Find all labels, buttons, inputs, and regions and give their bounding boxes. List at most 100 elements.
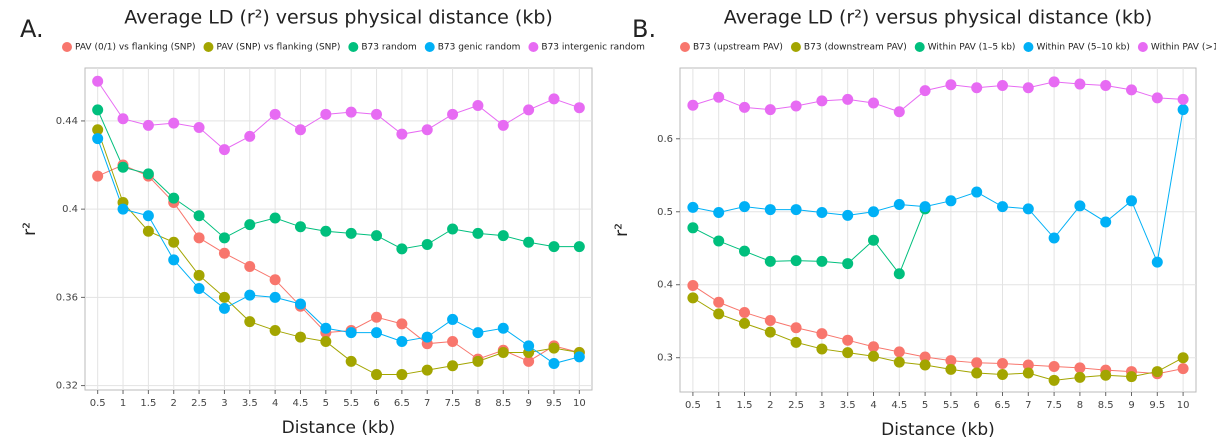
data-point	[842, 258, 854, 270]
data-point	[117, 113, 129, 125]
data-point	[447, 313, 459, 325]
data-point	[919, 351, 931, 363]
data-point	[472, 355, 484, 367]
data-point	[218, 144, 230, 156]
data-point	[1022, 367, 1034, 379]
data-point	[816, 328, 828, 340]
data-point	[868, 341, 879, 353]
data-point	[816, 95, 828, 107]
data-point	[92, 133, 104, 145]
legend-swatch	[62, 42, 72, 52]
legend-label: B73 genic random	[438, 43, 521, 53]
data-point	[142, 119, 154, 131]
data-point	[421, 331, 433, 343]
data-point	[320, 225, 332, 237]
x-tick-label: 7	[1025, 400, 1031, 411]
data-point	[868, 350, 879, 362]
y-tick-label: 0.44	[56, 116, 78, 127]
data-point	[945, 195, 957, 207]
data-point	[244, 260, 256, 272]
legend-swatch	[528, 42, 539, 52]
data-point	[1074, 78, 1086, 90]
y-tick-label: 0.4	[62, 204, 78, 215]
data-point	[713, 296, 725, 308]
y-axis-label: r²	[612, 223, 632, 237]
data-point	[447, 360, 459, 372]
data-point	[997, 358, 1008, 370]
data-point	[497, 322, 509, 334]
data-point	[142, 225, 154, 237]
data-point	[168, 236, 180, 248]
data-point	[1048, 360, 1060, 372]
data-point	[919, 359, 931, 371]
x-tick-label: 9	[1128, 400, 1134, 411]
x-tick-label: 4	[272, 398, 278, 409]
data-point	[764, 255, 776, 267]
data-point	[421, 124, 433, 136]
x-tick-label: 2	[171, 398, 177, 409]
data-point	[790, 204, 802, 216]
data-point	[1177, 104, 1189, 116]
data-point	[573, 102, 585, 114]
data-point	[142, 168, 154, 180]
legend-label: B73 (upstream PAV)	[693, 43, 783, 53]
data-point	[971, 186, 983, 198]
series-line	[692, 208, 926, 275]
data-point	[345, 355, 357, 367]
data-point	[713, 308, 725, 320]
data-point	[92, 124, 104, 136]
x-tick-label: 6	[974, 400, 980, 411]
data-point	[1074, 362, 1086, 374]
x-tick-label: 8	[1077, 400, 1083, 411]
x-tick-label: 2	[767, 400, 773, 411]
data-point	[218, 291, 230, 303]
data-point	[523, 340, 535, 352]
data-point	[1100, 369, 1112, 381]
data-point	[687, 201, 699, 213]
legend-swatch	[914, 42, 925, 52]
legend-label: B73 (downstream PAV)	[804, 43, 907, 53]
x-tick-label: 5	[323, 398, 329, 409]
legend-label: Within PAV (5–10 kb)	[1036, 43, 1129, 53]
data-point	[294, 221, 306, 233]
data-point	[548, 342, 560, 354]
data-point	[345, 106, 357, 118]
y-axis-label: r²	[20, 222, 40, 236]
data-point	[269, 291, 281, 303]
data-point	[244, 289, 256, 301]
x-tick-label: 7.5	[1046, 400, 1062, 411]
x-tick-label: 0.5	[685, 400, 701, 411]
legend-swatch	[424, 42, 435, 52]
x-tick-label: 4.5	[293, 398, 309, 409]
data-point	[396, 369, 408, 381]
x-axis-label: Distance (kb)	[282, 418, 396, 438]
data-point	[92, 104, 104, 116]
data-point	[971, 367, 983, 379]
panel-label: B.	[632, 15, 656, 43]
data-point	[244, 316, 256, 328]
data-point	[92, 75, 104, 87]
x-tick-label: 10	[1177, 400, 1190, 411]
data-point	[868, 206, 879, 218]
data-point	[1126, 195, 1137, 207]
legend-swatch	[348, 42, 359, 52]
data-point	[497, 230, 509, 242]
legend-label: PAV (0/1) vs flanking (SNP)	[75, 43, 195, 53]
data-point	[790, 100, 802, 112]
data-point	[739, 101, 750, 113]
data-point	[497, 347, 509, 359]
data-point	[1022, 359, 1034, 371]
data-point	[739, 306, 750, 318]
y-tick-label: 0.4	[657, 280, 673, 291]
data-point	[687, 279, 699, 291]
data-point	[421, 364, 433, 376]
data-point	[371, 108, 383, 120]
data-point	[971, 357, 983, 369]
data-point	[294, 298, 306, 310]
data-point	[764, 314, 776, 326]
data-point	[997, 368, 1008, 380]
x-tick-label: 4	[870, 400, 876, 411]
data-point	[396, 243, 408, 255]
data-point	[548, 93, 560, 105]
legend-swatch	[1023, 42, 1034, 52]
